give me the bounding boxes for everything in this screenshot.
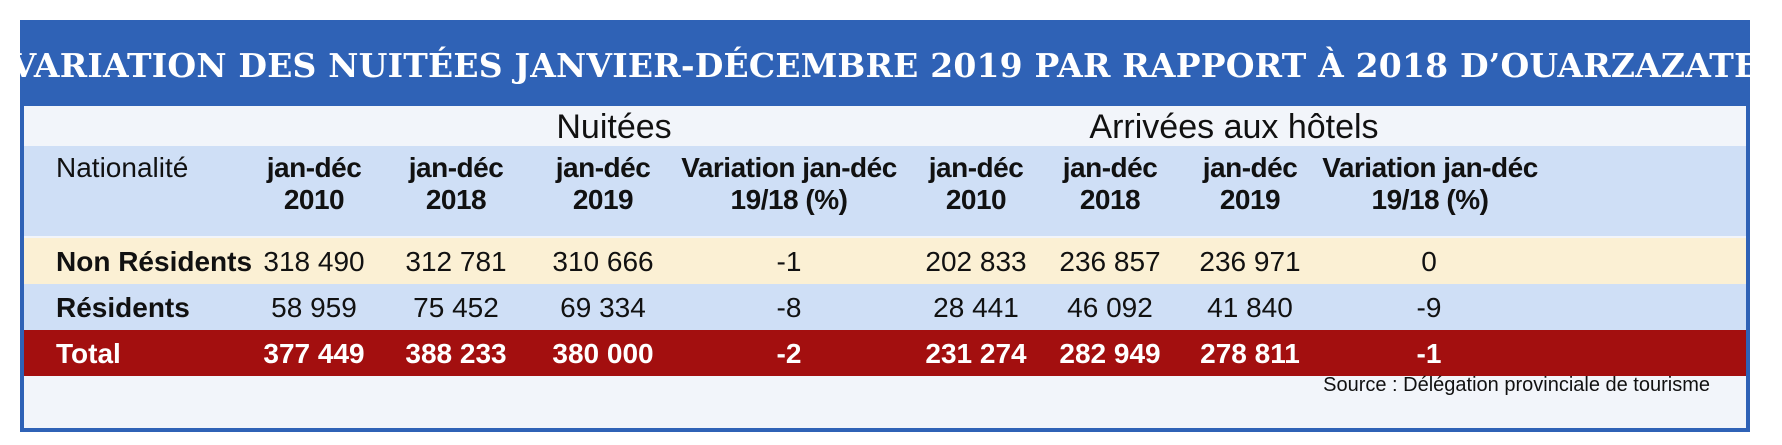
cell-arrivees-2010: 28 441 (933, 292, 1019, 323)
cell-arrivees-2019: 278 811 (1200, 338, 1300, 369)
cell-nuitees-2019: 380 000 (552, 338, 654, 369)
cell-arrivees-2018: 46 092 (1067, 292, 1153, 323)
cell-arrivees-2010: 202 833 (925, 246, 1027, 277)
header-arrivees-variation: Variation jan-déc 19/18 (%) (1322, 152, 1538, 215)
header-nuitees-2019: jan-déc 2019 (555, 152, 651, 215)
group-header-row: Nuitées Arrivées aux hôtels classés (24, 106, 1746, 185)
cell-arrivees-variation: -1 (1416, 338, 1442, 369)
table-row-total: Total 377 449 388 233 380 000 -2 231 274… (24, 330, 1746, 376)
cell-nuitees-2019: 310 666 (552, 246, 654, 277)
header-arrivees-2019: jan-déc 2019 (1202, 152, 1298, 215)
cell-nuitees-2018: 388 233 (405, 338, 507, 369)
cell-nuitees-2010: 318 490 (263, 246, 365, 277)
cell-arrivees-2019: 236 971 (1199, 246, 1301, 277)
column-header-row: Nationalité jan-déc 2010 jan-déc 2018 ja… (24, 146, 1746, 236)
table-row-non-residents: Non Résidents 318 490 312 781 310 666 -1… (24, 238, 1746, 284)
table-title: VARIATION DES NUITÉES JANVIER-DÉCEMBRE 2… (11, 24, 1759, 106)
cell-nuitees-variation: -2 (776, 338, 802, 369)
cell-nuitees-variation: -1 (776, 246, 802, 277)
cell-nuitees-2019: 69 334 (560, 292, 646, 323)
cell-arrivees-2010: 231 274 (925, 338, 1027, 369)
cell-nuitees-2018: 312 781 (405, 246, 507, 277)
group-nuitees: Nuitées (556, 108, 672, 146)
cell-arrivees-variation: 0 (1421, 246, 1437, 277)
header-nationalite: Nationalité (56, 152, 189, 183)
row-label: Non Résidents (56, 246, 253, 277)
cell-arrivees-2018: 236 857 (1059, 246, 1161, 277)
row-label: Résidents (56, 292, 190, 323)
cell-arrivees-variation: -9 (1416, 292, 1442, 323)
header-nuitees-2018: jan-déc 2018 (408, 152, 504, 215)
cell-arrivees-2019: 41 840 (1207, 292, 1293, 323)
row-label: Total (56, 338, 121, 369)
header-arrivees-2010: jan-déc 2010 (928, 152, 1024, 215)
header-arrivees-2018: jan-déc 2018 (1062, 152, 1158, 215)
table-row-residents: Résidents 58 959 75 452 69 334 -8 28 441… (24, 284, 1746, 330)
table-frame: VARIATION DES NUITÉES JANVIER-DÉCEMBRE 2… (11, 20, 1759, 432)
cell-nuitees-variation: -8 (776, 292, 802, 323)
cell-nuitees-2010: 377 449 (263, 338, 365, 369)
cell-nuitees-2018: 75 452 (413, 292, 499, 323)
header-nuitees-2010: jan-déc 2010 (266, 152, 362, 215)
cell-arrivees-2018: 282 949 (1059, 338, 1161, 369)
source-note: Source : Délégation provinciale de touri… (1323, 374, 1710, 396)
cell-nuitees-2010: 58 959 (271, 292, 357, 323)
header-nuitees-variation: Variation jan-déc 19/18 (%) (681, 152, 897, 215)
